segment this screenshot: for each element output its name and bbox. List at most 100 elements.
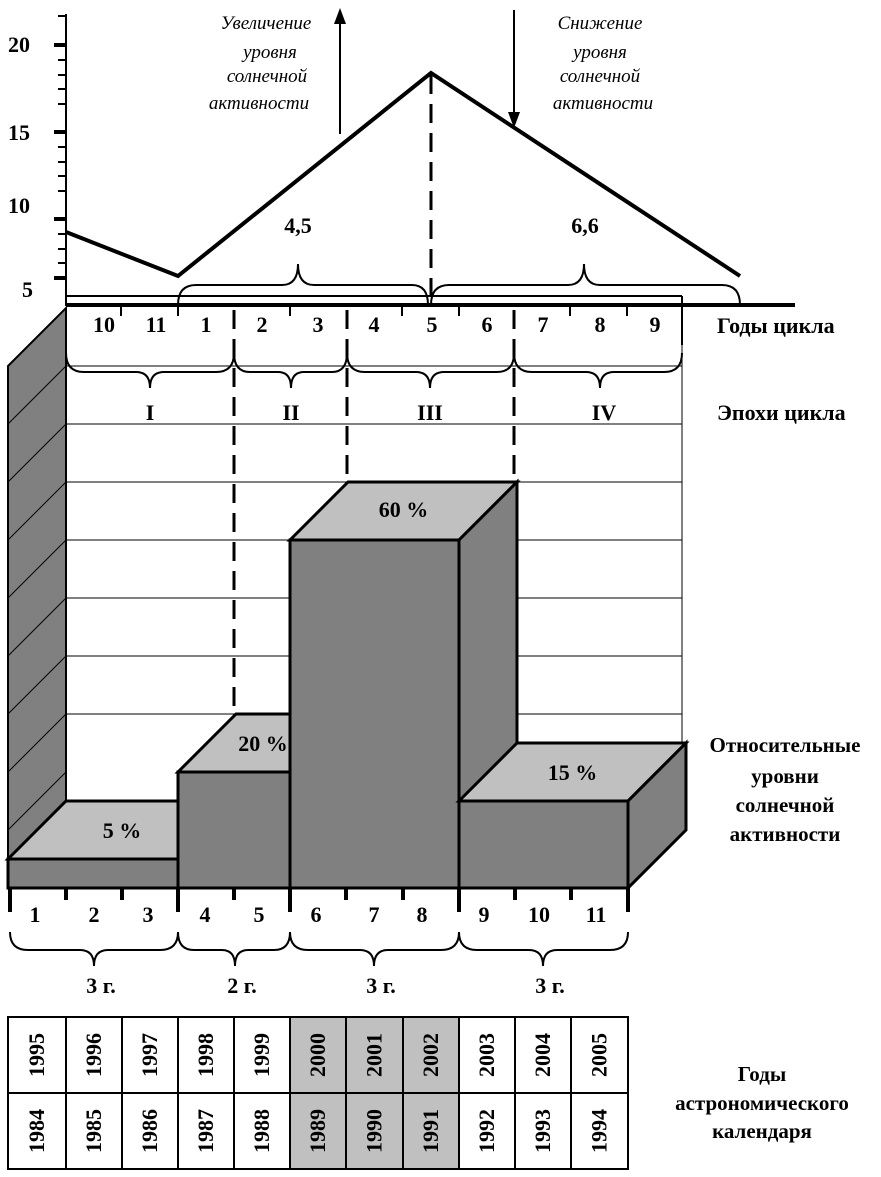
calendar-label: Годы астрономического календаря <box>675 1062 849 1143</box>
period-year: 5 <box>254 902 265 927</box>
calendar-cell <box>289 1016 347 1094</box>
period-year: 1 <box>30 902 41 927</box>
wall-hatching <box>7 365 67 831</box>
epoch-dividers <box>232 75 516 714</box>
calendar-year: 2001 <box>362 1033 387 1077</box>
calendar-year: 1991 <box>418 1109 443 1153</box>
duration-brace-1 <box>9 931 179 967</box>
calendar-year: 1990 <box>362 1109 387 1153</box>
y-tick-label: 20 <box>8 32 30 57</box>
svg-text:Увеличение: Увеличение <box>221 13 312 34</box>
cycle-years-row <box>66 295 683 345</box>
arrow-down-icon <box>508 10 520 128</box>
y-tick-label: 10 <box>8 193 30 218</box>
bar-value-label: 60 % <box>379 497 429 522</box>
calendar-year: 2005 <box>587 1033 612 1077</box>
arrow-up-icon <box>334 8 346 134</box>
bar-front <box>176 770 292 890</box>
rise-brace <box>177 263 429 306</box>
calendar-year: 1997 <box>137 1033 162 1077</box>
chart-left-wall <box>7 305 67 862</box>
note-decrease: Снижение уровня солнечной активности <box>553 13 653 114</box>
activity-y-major-ticks <box>54 43 66 280</box>
rise-duration: 4,5 <box>284 213 312 238</box>
period-year: 9 <box>479 902 490 927</box>
bottom-year-ticks <box>8 887 630 912</box>
period-year: 7 <box>369 902 380 927</box>
epoch-brace-i <box>65 352 235 389</box>
bar-value-label: 15 % <box>548 760 598 785</box>
svg-text:календаря: календаря <box>712 1119 812 1143</box>
epoch-label: III <box>417 400 443 425</box>
svg-text:Относительные: Относительные <box>709 733 860 757</box>
epoch-label: II <box>282 400 299 425</box>
cycle-year: 4 <box>369 312 380 337</box>
calendar-year: 1988 <box>249 1109 274 1153</box>
note-increase: Увеличение уровня солнечной активности <box>209 13 311 114</box>
calendar-cell <box>177 1016 235 1094</box>
calendar-year: 1993 <box>530 1109 555 1153</box>
calendar-table: 1995 1996 1997 1998 1999 2000 2001 2002 2003 2004… <box>7 1016 849 1170</box>
cycle-year: 6 <box>482 312 493 337</box>
period-year: 8 <box>417 902 428 927</box>
calendar-cell <box>65 1092 123 1170</box>
duration-brace-4 <box>458 931 629 967</box>
calendar-year: 1984 <box>24 1109 49 1153</box>
calendar-cell <box>402 1092 460 1170</box>
period-year: 10 <box>528 902 550 927</box>
bar-front <box>288 538 461 890</box>
calendar-year: 1999 <box>249 1033 274 1077</box>
calendar-cells: 1995 1996 1997 1998 1999 2000 2001 2002 2003 2004… <box>7 1016 629 1170</box>
calendar-cell <box>514 1092 572 1170</box>
cycle-years-label: Годы цикла <box>717 313 835 338</box>
calendar-cell <box>345 1092 404 1170</box>
svg-text:уровня: уровня <box>241 42 297 63</box>
calendar-year: 1994 <box>587 1109 612 1153</box>
bar-value-label: 5 % <box>103 818 142 843</box>
period-year: 3 <box>143 902 154 927</box>
calendar-year: 1986 <box>137 1109 162 1153</box>
fall-duration: 6,6 <box>571 213 599 238</box>
cycle-year: 10 <box>93 312 115 337</box>
period-year: 6 <box>311 902 322 927</box>
y-tick-label: 15 <box>8 120 30 145</box>
activity-y-minor-ticks <box>58 15 66 264</box>
svg-text:активности: активности <box>730 822 841 846</box>
duration-label: 3 г. <box>366 973 396 998</box>
epoch-brace-iv <box>513 352 683 389</box>
level-bars: 5 % 20 % 60 % 15 % <box>4 478 690 892</box>
epoch-brace-iii <box>346 352 515 389</box>
svg-text:солнечной: солнечной <box>736 793 835 817</box>
cycle-year: 7 <box>538 312 549 337</box>
calendar-cell <box>402 1016 460 1094</box>
cycle-year: 8 <box>595 312 606 337</box>
svg-text:уровня: уровня <box>571 42 627 63</box>
svg-text:Годы: Годы <box>738 1062 786 1086</box>
svg-text:астрономического: астрономического <box>675 1091 849 1115</box>
bar-front <box>457 799 630 890</box>
cycle-year: 9 <box>650 312 661 337</box>
bar-front <box>6 857 180 890</box>
calendar-year: 2002 <box>418 1033 443 1077</box>
calendar-cell <box>458 1016 516 1094</box>
epoch-label: I <box>146 400 155 425</box>
cycle-year: 3 <box>313 312 324 337</box>
duration-brace-3 <box>289 931 460 967</box>
svg-text:Снижение: Снижение <box>558 13 643 34</box>
svg-text:уровни: уровни <box>751 764 819 788</box>
svg-text:активности: активности <box>209 93 309 114</box>
calendar-cell <box>570 1092 629 1170</box>
fall-brace <box>430 263 741 306</box>
epochs-label: Эпохи цикла <box>717 400 846 425</box>
calendar-cell <box>233 1092 291 1170</box>
levels-title: Относительные уровни солнечной активност… <box>709 733 860 846</box>
cycle-year: 1 <box>201 312 212 337</box>
svg-text:солнечной: солнечной <box>227 66 308 87</box>
calendar-cell <box>514 1016 572 1094</box>
period-year: 4 <box>200 902 211 927</box>
activity-curve <box>65 70 742 279</box>
bar-value-label: 20 % <box>238 731 288 756</box>
calendar-cell <box>289 1092 347 1170</box>
calendar-cell <box>177 1092 235 1170</box>
